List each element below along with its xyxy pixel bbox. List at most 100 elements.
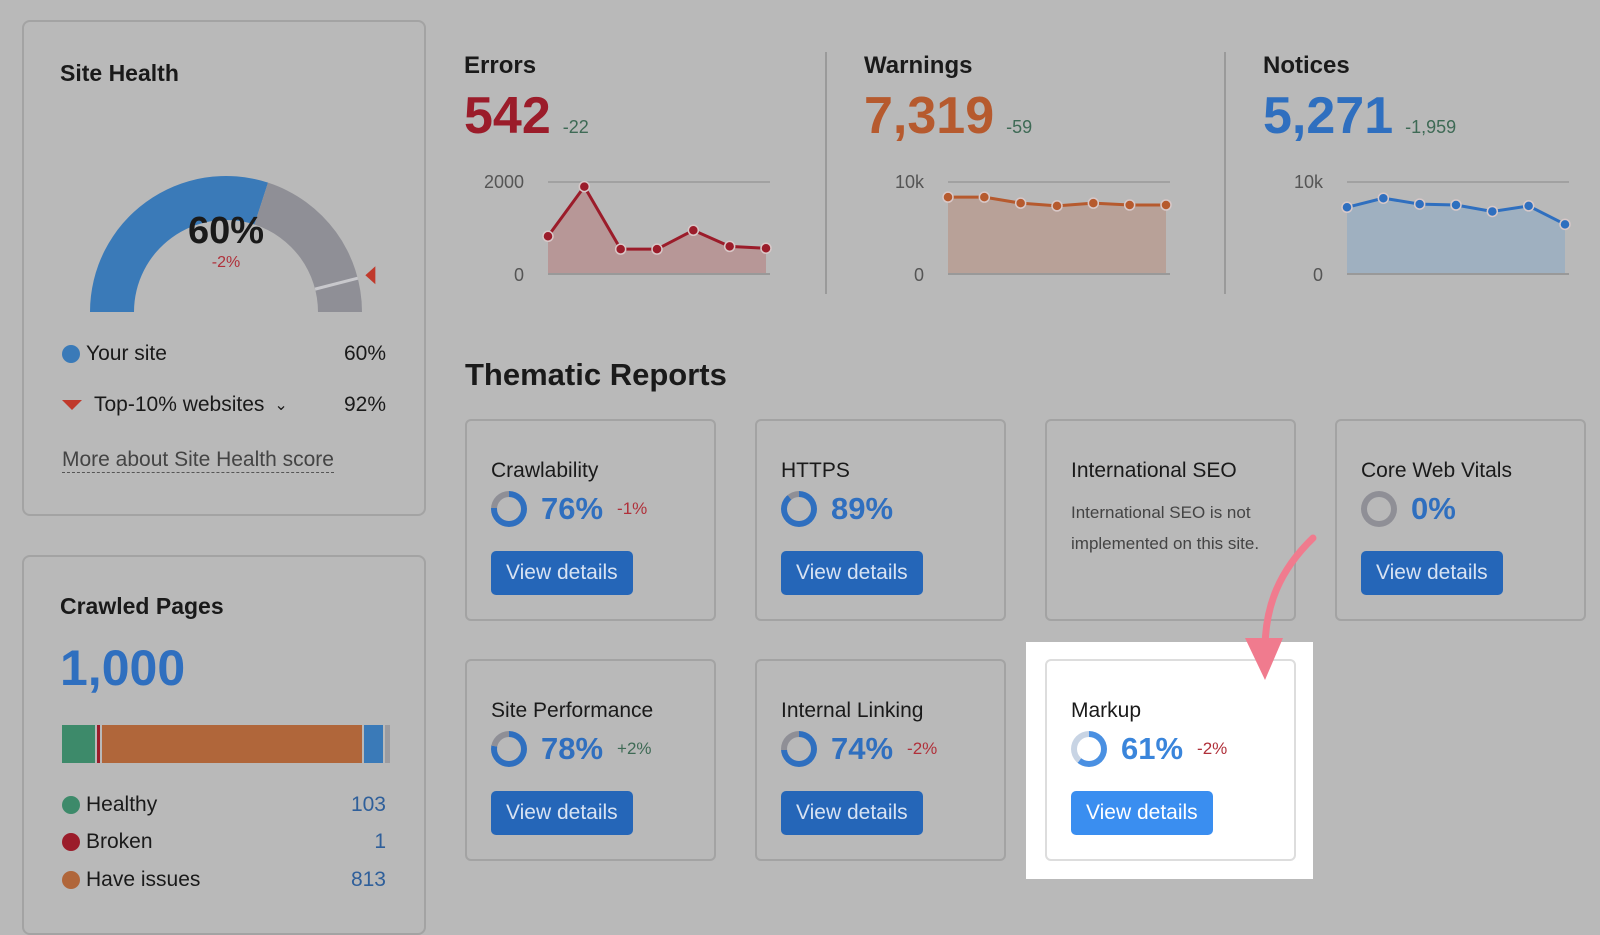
progress-ring-icon: [491, 731, 527, 767]
issues-dot-icon: [62, 871, 80, 889]
y-tick-label: 0: [514, 265, 524, 285]
chart-point[interactable]: [760, 242, 772, 254]
report-name: International SEO: [1071, 459, 1237, 482]
crawl-bar-segment[interactable]: [62, 725, 95, 763]
gauge-your-site-arc: [90, 176, 269, 312]
chevron-down-icon: ⌄: [274, 397, 288, 414]
chart-point[interactable]: [1051, 200, 1063, 212]
thematic-reports-title: Thematic Reports: [465, 357, 727, 392]
chart-point[interactable]: [687, 224, 700, 237]
chart-point[interactable]: [1014, 197, 1027, 209]
legend-your-site: Your site 60%: [62, 342, 386, 366]
y-tick-label: 10k: [895, 172, 925, 192]
site-health-info-link[interactable]: More about Site Health score: [62, 448, 334, 473]
notices-chart: 10k 0: [1294, 172, 1571, 285]
chart-point[interactable]: [542, 230, 554, 243]
legend-value: 92%: [343, 393, 386, 416]
site-health-title: Site Health: [60, 60, 179, 86]
report-percent: 78%: [541, 731, 604, 766]
triangle-marker-icon: [62, 400, 82, 410]
report-percent: 76%: [541, 491, 604, 526]
chart-point[interactable]: [1413, 198, 1426, 210]
chart-point[interactable]: [1341, 201, 1353, 214]
legend-have-issues[interactable]: Have issues 813: [62, 868, 386, 892]
y-tick-label: 2000: [484, 172, 524, 192]
view-details-button[interactable]: View details: [491, 791, 633, 835]
chart-point[interactable]: [578, 180, 591, 193]
chart-point[interactable]: [978, 191, 991, 203]
errors-value[interactable]: 542: [464, 87, 551, 145]
warnings-delta: -59: [1006, 117, 1033, 137]
highlight-arrow-icon: [1245, 534, 1317, 680]
chart-point[interactable]: [651, 243, 663, 255]
y-tick-label: 0: [914, 265, 924, 285]
top10-marker-icon: [365, 266, 376, 285]
crawled-pages-title: Crawled Pages: [60, 593, 224, 619]
report-card-markup: Markup 61% -2% View details: [1045, 659, 1296, 861]
legend-label: Have issues: [86, 868, 201, 891]
legend-label: Broken: [86, 830, 153, 853]
report-card-internal-linking: Internal Linking 74% -2% View details: [755, 659, 1006, 861]
legend-value: 1: [374, 830, 386, 853]
chart-area: [548, 186, 766, 274]
crawl-bar-segment[interactable]: [384, 725, 390, 763]
chart-point[interactable]: [1160, 199, 1172, 211]
view-details-button[interactable]: View details: [1071, 791, 1213, 835]
report-name: Core Web Vitals: [1361, 459, 1512, 482]
chart-point[interactable]: [1377, 192, 1390, 204]
site-health-delta: -2%: [211, 254, 241, 271]
report-card-crawlability: Crawlability 76% -1% View details: [465, 419, 716, 621]
view-details-button[interactable]: View details: [491, 551, 633, 595]
report-percent: 0%: [1411, 491, 1456, 526]
warnings-metric: Warnings 7,319 -59 10k 0: [864, 52, 1224, 292]
crawled-pages-total[interactable]: 1,000: [60, 640, 186, 696]
view-details-button[interactable]: View details: [1361, 551, 1503, 595]
notices-label: Notices: [1263, 52, 1350, 79]
crawl-bar-segment[interactable]: [96, 725, 100, 763]
warnings-chart: 10k 0: [895, 172, 1172, 285]
progress-ring-icon: [491, 491, 527, 527]
crawl-bar-segment[interactable]: [101, 725, 362, 763]
report-name: Site Performance: [491, 699, 654, 722]
progress-ring-icon: [781, 731, 817, 767]
crawled-pages-card: Crawled Pages 1,000 Healthy 103 Broken 1 H…: [22, 555, 426, 935]
report-percent: 74%: [831, 731, 894, 766]
chart-point[interactable]: [1087, 197, 1100, 209]
chart-point[interactable]: [723, 240, 736, 253]
notices-value[interactable]: 5,271: [1263, 87, 1394, 145]
errors-chart: 2000 0: [484, 172, 772, 285]
chart-point[interactable]: [1486, 205, 1499, 218]
view-details-button[interactable]: View details: [781, 791, 923, 835]
report-delta: -2%: [1197, 739, 1228, 758]
progress-ring-icon: [1361, 491, 1397, 527]
report-name: Markup: [1071, 699, 1142, 722]
notices-metric: Notices 5,271 -1,959 10k 0: [1263, 52, 1600, 292]
legend-top10-dropdown[interactable]: Top-10% websites ⌄ 92%: [62, 393, 386, 417]
crawl-bar-segment[interactable]: [363, 725, 383, 763]
legend-label: Your site: [86, 342, 167, 365]
progress-ring-icon: [1071, 731, 1107, 767]
report-note: International SEO is not implemented on …: [1071, 503, 1260, 553]
chart-point[interactable]: [1123, 199, 1136, 211]
legend-value: 103: [350, 793, 386, 816]
chart-area: [948, 197, 1166, 274]
legend-healthy[interactable]: Healthy 103: [62, 793, 386, 817]
site-health-score: 60%: [187, 210, 265, 252]
legend-value: 60%: [343, 342, 386, 365]
report-card-international-seo: International SEO International SEO is no…: [1045, 419, 1296, 621]
site-health-card: Site Health 60% -2% Your site 60% Top-10…: [22, 20, 426, 516]
legend-broken[interactable]: Broken 1: [62, 830, 386, 854]
report-card-site-performance: Site Performance 78% +2% View details: [465, 659, 716, 861]
warnings-value[interactable]: 7,319: [864, 87, 995, 145]
chart-point[interactable]: [614, 243, 627, 255]
legend-label: Top-10% websites: [94, 393, 265, 416]
report-card-core-web-vitals: Core Web Vitals 0% View details: [1335, 419, 1586, 621]
gauge-remaining-arc: [254, 182, 362, 312]
chart-point[interactable]: [1559, 218, 1571, 231]
chart-point[interactable]: [942, 191, 954, 203]
chart-point[interactable]: [1522, 200, 1535, 212]
chart-point[interactable]: [1450, 199, 1462, 211]
view-details-button[interactable]: View details: [781, 551, 923, 595]
gauge-top10-line: [314, 276, 359, 291]
progress-ring-icon: [781, 491, 817, 527]
